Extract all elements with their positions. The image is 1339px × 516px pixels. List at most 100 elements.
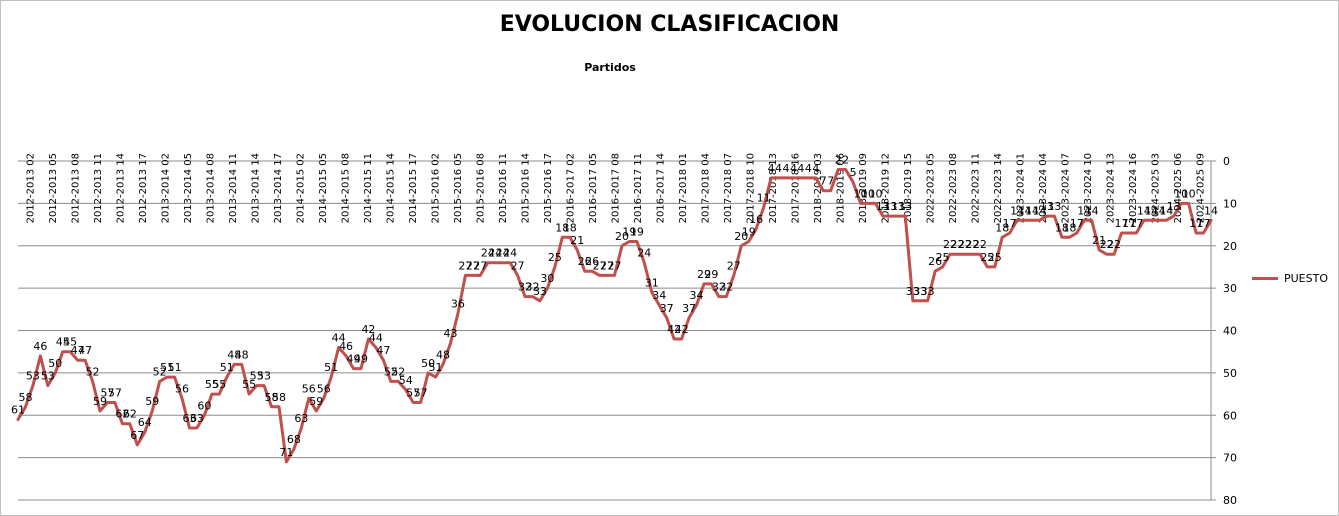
data-label: 32 (719, 281, 733, 294)
data-label: 27 (511, 259, 525, 272)
data-label: 4 (768, 162, 775, 175)
x-axis-tick-label: 2013-2014 02 (160, 153, 171, 223)
data-label: 4 (797, 162, 804, 175)
data-label: 48 (436, 348, 450, 361)
data-label: 21 (570, 234, 584, 247)
x-axis-tick-label: 2012-2013 17 (138, 153, 149, 223)
data-label: 10 (868, 187, 882, 200)
x-axis-tick-label: 2014-2015 05 (318, 153, 329, 223)
x-axis-tick-label: 2017-2018 13 (768, 153, 779, 223)
data-label: 63 (190, 412, 204, 425)
data-label: 27 (608, 259, 622, 272)
data-label: 58 (265, 391, 279, 404)
data-label: 22 (958, 238, 972, 251)
data-label: 17 (1189, 217, 1203, 230)
data-label: 10 (861, 187, 875, 200)
data-label: 18 (555, 221, 569, 234)
x-axis-tick-label: 2016-2017 14 (656, 153, 667, 223)
data-label: 60 (197, 399, 211, 412)
data-label: 26 (585, 255, 599, 268)
data-label: 27 (727, 259, 741, 272)
data-label: 62 (123, 408, 137, 421)
x-axis-tick-label: 2023-2024 16 (1128, 153, 1139, 223)
data-label: 17 (1003, 217, 1017, 230)
data-label: 33 (913, 285, 927, 298)
x-axis-tick-label: 2015-2016 14 (520, 153, 531, 223)
data-label: 30 (540, 272, 554, 285)
data-label: 19 (630, 226, 644, 239)
data-label: 14 (1010, 204, 1024, 217)
data-label: 59 (309, 395, 323, 408)
data-label: 21 (1092, 234, 1106, 247)
data-label: 59 (145, 395, 159, 408)
data-label: 52 (86, 365, 100, 378)
data-label: 42 (675, 323, 689, 336)
data-label: 37 (660, 302, 674, 315)
data-label: 14 (1204, 204, 1218, 217)
data-label: 10 (854, 187, 868, 200)
x-axis-tick-label: 2017-2018 16 (791, 153, 802, 223)
data-label: 51 (220, 361, 234, 374)
data-label: 36 (451, 298, 465, 311)
data-label: 22 (1100, 238, 1114, 251)
y-axis-tick-label: 20 (1223, 240, 1237, 253)
y-axis-tick-label: 60 (1223, 409, 1237, 422)
data-label: 14 (1159, 204, 1173, 217)
data-label: 50 (421, 357, 435, 370)
data-label: 13 (1047, 200, 1061, 213)
data-label: 14 (1025, 204, 1039, 217)
y-axis: 0 10 20 30 40 50 60 70 80 (1210, 155, 1237, 507)
data-label: 19 (622, 226, 636, 239)
x-axis-tick-label: 2016-2017 11 (633, 153, 644, 223)
x-axis-tick-label: 2015-2016 05 (453, 153, 464, 223)
data-label: 27 (593, 259, 607, 272)
data-label: 24 (488, 247, 502, 260)
data-label: 33 (906, 285, 920, 298)
data-label: 53 (41, 370, 55, 383)
x-axis-tick-label: 2024-2025 03 (1151, 153, 1162, 223)
data-label: 10 (1182, 187, 1196, 200)
series-line-puesto (16, 168, 1213, 464)
data-label: 64 (138, 416, 152, 429)
data-label: 49 (347, 353, 361, 366)
data-label: 47 (376, 344, 390, 357)
data-label: 58 (18, 391, 32, 404)
data-label: 20 (734, 230, 748, 243)
data-label: 55 (212, 378, 226, 391)
data-label: 26 (578, 255, 592, 268)
legend-label: PUESTO (1284, 272, 1328, 285)
data-label: 57 (406, 387, 420, 400)
data-label: 51 (168, 361, 182, 374)
data-labels: 6158534653504545474752595757626267645952… (11, 153, 1218, 458)
data-label: 34 (690, 289, 704, 302)
data-label: 46 (33, 340, 47, 353)
data-label: 63 (182, 412, 196, 425)
data-label: 11 (757, 192, 771, 205)
data-label: 52 (384, 365, 398, 378)
data-label: 37 (682, 302, 696, 315)
data-label: 51 (429, 361, 443, 374)
x-axis-tick-label: 2024-2025 06 (1173, 153, 1184, 223)
legend-swatch (1252, 277, 1278, 280)
data-label: 13 (883, 200, 897, 213)
data-label: 53 (250, 370, 264, 383)
data-label: 22 (965, 238, 979, 251)
data-label: 17 (1129, 217, 1143, 230)
data-label: 13 (876, 200, 890, 213)
x-axis-tick-labels: 2012-2013 02 2012-2013 05 2012-2013 08 2012… (25, 153, 1206, 223)
data-label: 59 (93, 395, 107, 408)
y-axis-tick-label: 0 (1223, 155, 1230, 168)
data-label: 13 (1167, 200, 1181, 213)
x-axis-tick-label: 2013-2014 05 (183, 153, 194, 223)
data-label: 32 (525, 281, 539, 294)
x-axis-tick-label: 2015-2016 17 (543, 153, 554, 223)
data-label: 22 (943, 238, 957, 251)
y-axis-tick-label: 70 (1223, 452, 1237, 465)
data-label: 63 (294, 412, 308, 425)
data-label: 19 (742, 226, 756, 239)
data-label: 56 (302, 382, 316, 395)
x-axis-label: Partidos (584, 61, 636, 74)
data-label: 24 (503, 247, 517, 260)
x-axis-tick-label: 2022-2023 08 (948, 153, 959, 223)
data-label: 22 (1107, 238, 1121, 251)
